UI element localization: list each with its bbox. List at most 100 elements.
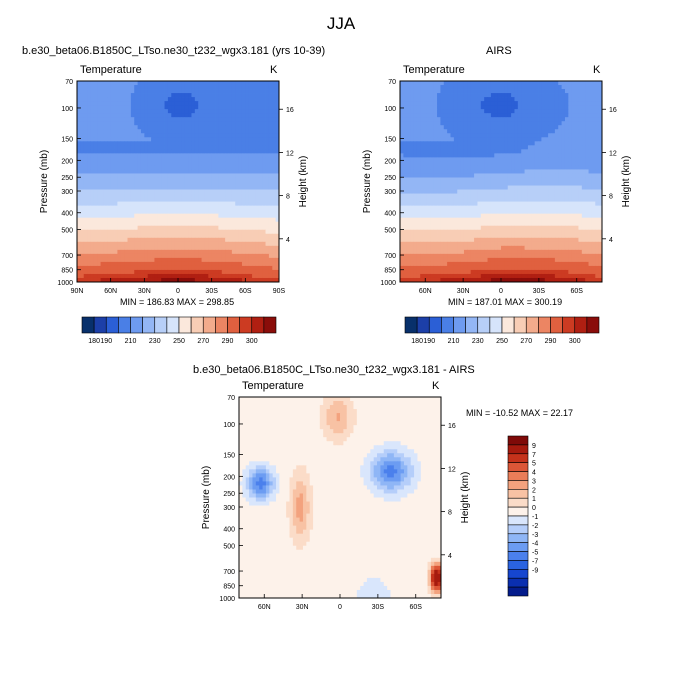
panel-3-ptick-label: 100 xyxy=(223,422,235,429)
colorbar-2-swatch xyxy=(525,316,539,334)
colorbar-3-label: 1 xyxy=(532,496,536,503)
panel-2-ptick-label: 70 xyxy=(388,79,396,86)
main-title: JJA xyxy=(326,14,356,33)
colorbar-1-swatch xyxy=(166,316,180,334)
panel-1-left-label: Temperature xyxy=(80,64,142,76)
panel-3-htick-label: 16 xyxy=(448,423,456,430)
colorbar-3-label: 4 xyxy=(532,470,536,477)
panel-2-ptick-label: 200 xyxy=(384,158,396,165)
panel-1-minmax: MIN = 186.83 MAX = 298.85 xyxy=(120,297,235,307)
panel-2-htick-label: 4 xyxy=(609,237,613,244)
colorbar-3-label: -5 xyxy=(532,550,538,557)
colorbar-3-swatch xyxy=(507,569,529,579)
colorbar-3-swatch xyxy=(507,524,529,535)
panel-1-ptick-label: 100 xyxy=(61,106,73,113)
panel-1-ptick-label: 300 xyxy=(61,189,73,196)
panel-1-ylabel: Pressure (mb) xyxy=(39,150,50,213)
colorbar-1-swatch xyxy=(202,316,216,334)
panel-2-htick-label: 8 xyxy=(609,194,613,201)
panel-3-ptick-label: 700 xyxy=(223,569,235,576)
colorbar-1-label: 190 xyxy=(100,338,112,345)
panel-1-right-label: K xyxy=(270,64,278,76)
colorbar-1-swatch xyxy=(227,316,240,334)
panel-1-lattick-label: 30S xyxy=(205,288,218,295)
panel-2-ptick-label: 300 xyxy=(384,189,396,196)
colorbar-2-label: 250 xyxy=(496,338,508,345)
panel-3-lattick-label: 60N xyxy=(258,604,271,611)
colorbar-2-swatch xyxy=(586,316,600,334)
panel-1-htick-label: 12 xyxy=(286,150,294,157)
colorbar-3-label: 2 xyxy=(532,487,536,494)
panel-2-right-label: K xyxy=(593,64,601,76)
panel-3-htick-label: 4 xyxy=(448,553,452,560)
panel-2-minmax: MIN = 187.01 MAX = 300.19 xyxy=(448,297,563,307)
colorbar-3-label: 5 xyxy=(532,461,536,468)
panel-3-lattick-label: 60S xyxy=(410,604,423,611)
colorbar-1-label: 300 xyxy=(246,338,258,345)
colorbar-2-swatch xyxy=(453,316,466,334)
colorbar-2-swatch xyxy=(501,316,515,334)
panel-1-ptick-label: 150 xyxy=(61,137,73,144)
colorbar-2-label: 270 xyxy=(520,338,532,345)
colorbar-3-label: 0 xyxy=(532,505,536,512)
panel-2-lattick-label: 30N xyxy=(457,288,470,295)
colorbar-2-swatch xyxy=(428,316,442,334)
panel-1-ptick-label: 850 xyxy=(61,268,73,275)
panel-1-ptick-label: 250 xyxy=(61,175,73,182)
colorbar-3-swatch xyxy=(507,444,529,455)
colorbar-2-swatch xyxy=(441,316,454,334)
panel-1-lattick-label: 60S xyxy=(239,288,252,295)
colorbar-3-swatch xyxy=(507,542,529,552)
panel-2-ptick-label: 250 xyxy=(384,175,396,182)
colorbar-1-swatch xyxy=(105,316,119,334)
colorbar-3-swatch xyxy=(507,462,529,472)
colorbar-2-swatch xyxy=(465,316,479,334)
panel-2-ptick-label: 500 xyxy=(384,228,396,235)
panel-2-ylabel: Pressure (mb) xyxy=(362,150,373,213)
colorbar-2-swatch xyxy=(489,316,503,334)
panel-3-ptick-label: 200 xyxy=(223,474,235,481)
colorbar-3-swatch xyxy=(507,515,529,526)
panel-3-y2label: Height (km) xyxy=(460,472,471,524)
panel-2-lattick-label: 0 xyxy=(499,288,503,295)
panel-3-plot xyxy=(239,397,442,599)
colorbar-2-swatch xyxy=(477,316,491,334)
panel-3-ptick-label: 1000 xyxy=(219,596,235,603)
panel-3-minmax: MIN = -10.52 MAX = 22.17 xyxy=(466,408,574,418)
colorbar-3-swatch xyxy=(507,453,529,463)
colorbar-1-swatch xyxy=(215,316,228,334)
colorbar-2-swatch xyxy=(404,316,418,334)
panel-1-lattick-label: 90N xyxy=(71,288,84,295)
panel-1-lattick-label: 90S xyxy=(273,288,286,295)
panel-2-ptick-label: 150 xyxy=(384,137,396,144)
panel-1-lattick-label: 30N xyxy=(138,288,151,295)
colorbar-3-label: -7 xyxy=(532,558,538,565)
panel-1-ptick-label: 200 xyxy=(61,158,73,165)
colorbar-3-swatch xyxy=(507,471,529,481)
colorbar-3-swatch xyxy=(507,577,529,588)
panel-1-ptick-label: 70 xyxy=(65,79,73,86)
colorbar-1-swatch xyxy=(81,316,95,334)
panel-3-title: b.e30_beta06.B1850C_LTso.ne30_t232_wgx3.… xyxy=(193,364,475,376)
colorbar-2-label: 180 xyxy=(411,338,423,345)
colorbar-1-swatch xyxy=(178,316,192,334)
colorbar-2-label: 210 xyxy=(448,338,460,345)
panel-2-lattick-label: 30S xyxy=(533,288,546,295)
colorbar-2-label: 230 xyxy=(472,338,484,345)
colorbar-2-label: 300 xyxy=(569,338,581,345)
colorbar-2-swatch xyxy=(538,316,551,334)
panel-1-title: b.e30_beta06.B1850C_LTso.ne30_t232_wgx3.… xyxy=(22,45,326,57)
panel-3-ptick-label: 300 xyxy=(223,505,235,512)
panel-3-lattick-label: 30N xyxy=(296,604,309,611)
panel-1-htick-label: 8 xyxy=(286,194,290,201)
colorbar-3-swatch xyxy=(507,586,529,597)
panel-1-plot xyxy=(77,81,280,283)
panel-2-y2label: Height (km) xyxy=(621,156,632,208)
panel-3-ptick-label: 500 xyxy=(223,544,235,551)
colorbar-1-label: 250 xyxy=(173,338,185,345)
panel-2-ptick-label: 700 xyxy=(384,253,396,260)
colorbar-1-swatch xyxy=(154,316,168,334)
colorbar-1-swatch xyxy=(118,316,131,334)
panel-1-htick-label: 4 xyxy=(286,237,290,244)
panel-2-lattick-label: 60N xyxy=(419,288,432,295)
